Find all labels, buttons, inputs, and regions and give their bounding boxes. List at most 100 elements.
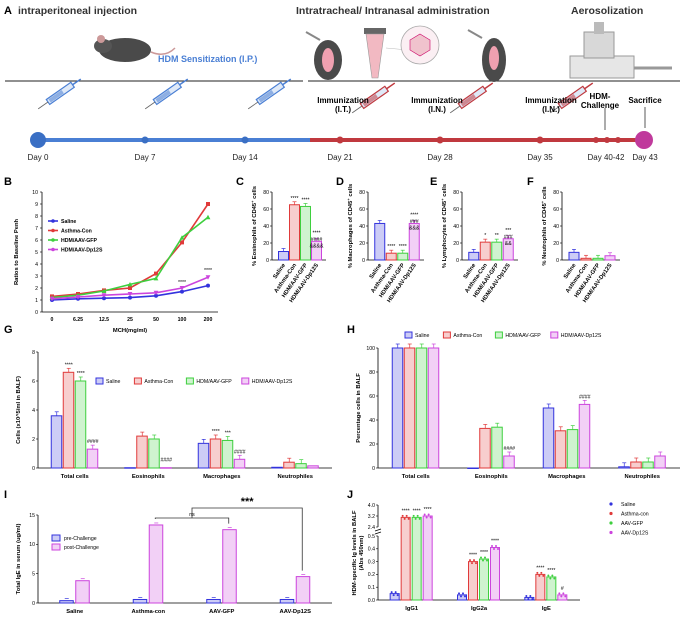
data-dot	[394, 591, 397, 594]
bar	[278, 251, 289, 261]
syringe-fluid	[362, 94, 378, 107]
bar	[415, 347, 428, 469]
bar	[491, 426, 503, 469]
label-line: Immunization	[525, 96, 577, 105]
day-label: Day 0	[28, 153, 49, 162]
syringe-fluid	[155, 90, 171, 103]
bar	[479, 558, 489, 601]
data-dot	[416, 514, 419, 517]
data-dot	[403, 517, 406, 520]
y-label-part: cells	[442, 184, 448, 199]
legend-marker	[51, 247, 55, 252]
bar	[389, 593, 400, 601]
y-tick-label: 3	[35, 274, 38, 280]
mouse-icon	[305, 31, 342, 80]
bar	[148, 438, 160, 469]
bar	[50, 415, 63, 469]
y-tick-label: 40	[263, 224, 269, 230]
legend-label: Asthma-Con	[453, 333, 482, 339]
data-dot	[429, 516, 432, 519]
day-label: Day 21	[327, 153, 353, 162]
data-dot	[529, 594, 532, 597]
x-tick-label: 6.25	[73, 317, 83, 323]
x-tick-label: Saline	[66, 609, 84, 615]
y-tick-label: 4	[32, 408, 35, 414]
y-tick-label: 2	[35, 286, 38, 292]
x-tick-label: 100	[178, 317, 187, 323]
significance-label: ****	[399, 244, 407, 250]
x-axis-label: MCH(mg/ml)	[113, 328, 147, 334]
challenge-label: HDM-Challenge	[581, 92, 620, 110]
bar	[580, 257, 592, 261]
day-label: Day 7	[135, 153, 156, 162]
bar	[491, 241, 503, 261]
panel-g-grouped-bar-chart: 0 2 4 6 8 Cells (x10^5/ml in BALF) **** **** ###…	[16, 350, 332, 480]
significance-label: ***	[505, 228, 511, 234]
significance-label: ###	[410, 219, 419, 225]
significance-label: ***	[225, 430, 231, 436]
data-point	[153, 276, 159, 281]
y-tick-label: 0	[32, 466, 35, 472]
legend-marker	[609, 502, 613, 506]
phase-aero-label: Aerosolization	[571, 5, 643, 17]
y-tick-label: 0.3	[368, 559, 375, 565]
data-point	[102, 296, 106, 301]
data-dot	[423, 513, 426, 516]
bar	[568, 251, 580, 261]
significance-label: ***	[241, 496, 255, 508]
aav-virus-icon	[400, 25, 440, 65]
y-axis-label: % Neutrophils of CD45+ cells	[540, 186, 549, 265]
significance-label: ****	[469, 553, 477, 559]
label-line: HDM-	[590, 92, 611, 101]
y-tick-label: 0	[456, 258, 459, 264]
bar	[546, 576, 557, 601]
data-dot	[480, 556, 482, 559]
data-dot	[551, 574, 554, 577]
significance-label: ****	[387, 244, 395, 250]
y-axis-label: Ratios to Baseline Penh	[14, 219, 20, 285]
data-point	[179, 235, 185, 240]
y-tick-label: 40	[359, 224, 365, 230]
legend-label: Asthma-con	[621, 512, 649, 518]
syringe-fluid	[258, 90, 274, 103]
data-dot	[497, 548, 499, 551]
y-label-part: cells	[252, 186, 258, 201]
bar	[403, 347, 416, 469]
syringe-needle	[247, 101, 259, 110]
axis-break	[374, 528, 382, 532]
y-label-part: % Neutrophils of CD45	[542, 202, 548, 265]
y-tick-label: 80	[453, 190, 459, 196]
data-dot	[495, 545, 497, 548]
day-label: Day 14	[232, 153, 258, 162]
bar	[295, 463, 307, 469]
y-tick-label: 8	[32, 350, 35, 356]
legend-marker	[609, 530, 613, 535]
significance-label: ****	[204, 268, 212, 274]
y-tick-label: 5	[35, 250, 38, 256]
y-label-line: (Abs 450nm)	[359, 536, 365, 571]
bar	[592, 257, 604, 261]
panel-letter-b: B	[4, 176, 12, 188]
immunization-in-label: Immunization (I.N.)	[411, 96, 463, 114]
panel-j-grouped-bar-chart: 0.00.10.20.30.40.52.43.24.0HDM-specific …	[352, 502, 649, 612]
data-point	[206, 202, 210, 206]
bar	[74, 380, 87, 469]
legend-label: HDM/AAV-Dp12S	[561, 333, 602, 339]
significance-label: ####	[311, 237, 323, 243]
significance-label: **	[495, 233, 499, 239]
bar	[397, 252, 409, 261]
syringe-plunger	[484, 82, 494, 90]
syringe-fluid	[460, 94, 476, 107]
bar	[283, 461, 295, 469]
day-label: Day 40-42	[588, 153, 625, 162]
y-tick-label: 20	[453, 241, 459, 247]
data-dot	[427, 513, 430, 516]
y-tick-label: 0.4	[368, 547, 375, 553]
legend-label: pre-Challenge	[64, 536, 97, 542]
significance-label: ****	[65, 362, 73, 368]
data-dot	[542, 574, 545, 577]
data-point	[154, 271, 158, 276]
label-line: (I.N.)	[428, 105, 446, 114]
